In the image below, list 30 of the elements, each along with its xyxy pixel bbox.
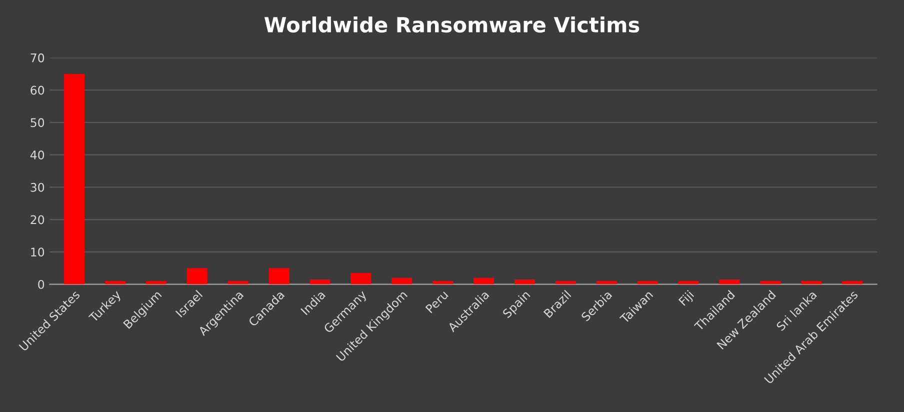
bar bbox=[719, 279, 740, 284]
y-tick-label: 60 bbox=[30, 86, 44, 95]
bar bbox=[392, 278, 412, 284]
bar bbox=[474, 278, 494, 284]
y-tick-label: 30 bbox=[30, 182, 44, 192]
y-tick-label: 40 bbox=[30, 150, 44, 160]
y-tick-label: 70 bbox=[30, 53, 44, 62]
bar bbox=[596, 281, 617, 284]
y-tick-label: 10 bbox=[31, 248, 44, 257]
y-tick-label: 50 bbox=[30, 118, 44, 128]
bar bbox=[350, 272, 372, 284]
bar bbox=[842, 281, 863, 284]
bar bbox=[637, 281, 658, 284]
bar bbox=[146, 281, 166, 284]
bar bbox=[268, 268, 290, 284]
bar bbox=[432, 281, 454, 284]
chart-title: Worldwide Ransomware Victims bbox=[264, 16, 640, 33]
bar bbox=[555, 281, 576, 284]
bar bbox=[514, 279, 535, 284]
bar bbox=[186, 268, 208, 284]
y-tick-label: 0 bbox=[38, 280, 44, 289]
bar bbox=[105, 281, 126, 284]
bar bbox=[310, 279, 330, 284]
bar bbox=[64, 74, 85, 284]
bar bbox=[801, 281, 822, 284]
bar bbox=[228, 281, 248, 284]
bar bbox=[760, 281, 781, 284]
x-tick-label: Fiji bbox=[678, 290, 696, 308]
bar bbox=[678, 281, 699, 284]
y-tick-label: 20 bbox=[30, 215, 44, 224]
